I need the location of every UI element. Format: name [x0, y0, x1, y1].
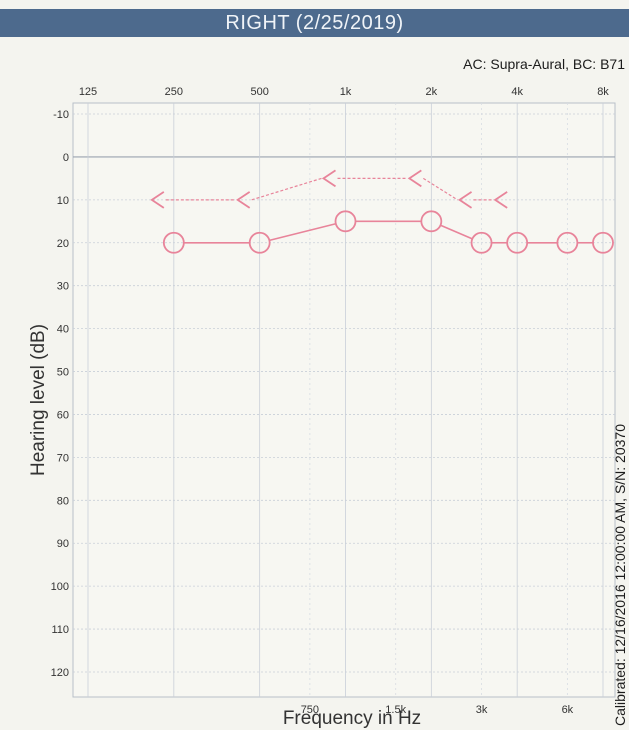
y-tick-label: 100	[51, 581, 69, 593]
x-tick-label-top: 4k	[511, 86, 523, 98]
transducer-info: AC: Supra-Aural, BC: B71	[463, 56, 625, 72]
x-tick-label-top: 125	[79, 86, 97, 98]
bone-conduction-bracket-marker	[321, 169, 336, 188]
air-conduction-circle-marker	[248, 231, 271, 254]
y-tick-label: 60	[57, 409, 69, 421]
plot-frame	[72, 102, 616, 698]
air-conduction-circle-marker	[470, 231, 493, 254]
y-axis-label: Hearing level (dB)	[28, 324, 49, 476]
air-conduction-circle-marker	[592, 231, 614, 254]
air-conduction-circle-marker	[556, 231, 579, 254]
y-tick-label: 50	[57, 367, 69, 379]
audiogram-title: RIGHT (2/25/2019)	[0, 9, 629, 37]
x-tick-label-top: 250	[165, 86, 183, 98]
y-tick-label: 40	[57, 324, 69, 336]
y-tick-label: 120	[51, 667, 69, 679]
x-tick-label-bottom: 750	[301, 704, 319, 716]
y-tick-label: -10	[53, 109, 69, 121]
x-tick-label-top: 500	[250, 86, 268, 98]
bone-conduction-line	[423, 177, 458, 201]
tick-label-layer: -10 0 10 20 30 40 50 60 70 80 90 100 110 120 125 250 500…	[51, 86, 610, 716]
x-tick-label-bottom: 1.5k	[385, 704, 406, 716]
bone-conduction-bracket-marker	[493, 191, 508, 209]
bone-conduction-bracket-marker	[457, 191, 473, 209]
air-conduction-circle-marker	[420, 210, 443, 233]
x-axis-label: Frequency in Hz	[283, 708, 421, 729]
y-tick-label: 80	[57, 495, 69, 507]
y-tick-label: 20	[57, 238, 69, 250]
y-tick-label: 0	[63, 152, 69, 164]
air-conduction-circle-marker	[334, 210, 357, 233]
y-tick-label: 70	[57, 452, 69, 464]
y-tick-label: 90	[57, 538, 69, 550]
bone-conduction-bracket-marker	[236, 191, 251, 209]
bone-conduction-bracket-marker	[150, 191, 165, 209]
x-tick-label-top: 2k	[426, 86, 438, 98]
air-conduction-circle-marker	[162, 231, 185, 254]
series-layer	[150, 169, 614, 254]
x-tick-label-top: 8k	[597, 86, 609, 98]
x-tick-label-top: 1k	[340, 86, 352, 98]
air-conduction-line	[269, 222, 336, 242]
x-tick-label-bottom: 3k	[476, 704, 488, 716]
y-tick-label: 10	[57, 195, 69, 207]
grid-layer	[72, 102, 616, 698]
air-conduction-line	[440, 224, 473, 240]
bone-conduction-bracket-marker	[407, 169, 422, 188]
air-conduction-circle-marker	[506, 231, 529, 254]
y-tick-label: 110	[51, 624, 69, 636]
x-tick-label-bottom: 6k	[562, 704, 574, 716]
bone-conduction-line	[251, 177, 322, 201]
y-tick-label: 30	[57, 281, 69, 293]
